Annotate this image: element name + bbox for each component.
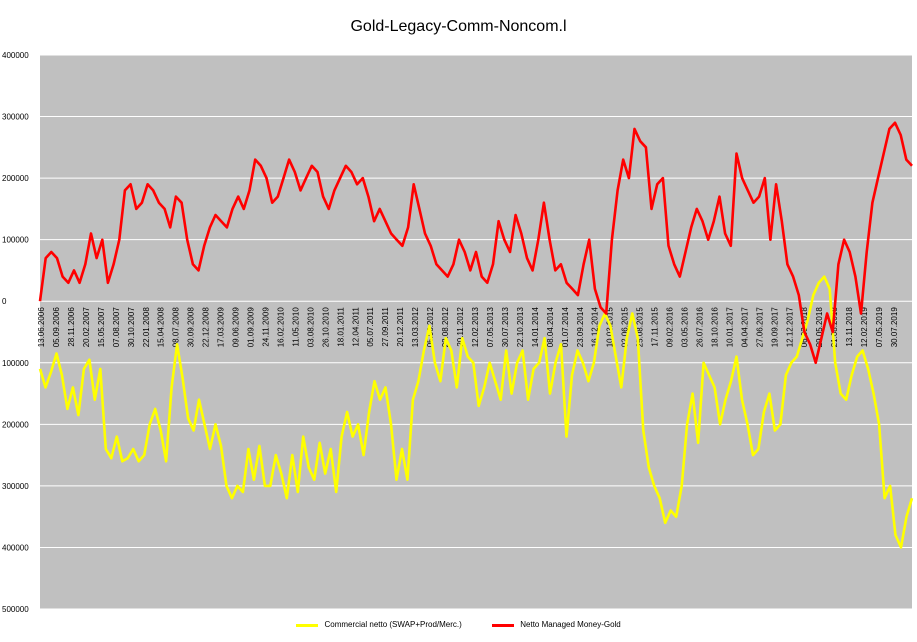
- legend-swatch-commercial: [296, 623, 319, 627]
- y-tick-label: 200000: [2, 174, 29, 183]
- y-axis-ticks: 400000 300000 200000 100000 0 100000 200000 300…: [2, 51, 29, 614]
- x-tick-label: 19.09.2017: [770, 307, 779, 348]
- x-tick-label: 23.09.2014: [576, 307, 585, 348]
- x-tick-label: 28.11.2006: [67, 307, 76, 347]
- x-tick-label: 26.07.2016: [695, 307, 704, 348]
- x-tick-label: 24.11.2009: [261, 307, 270, 347]
- x-tick-label: 16.12.2014: [591, 307, 600, 348]
- y-tick-label: 0: [2, 297, 7, 306]
- x-tick-label: 04.04.2017: [740, 307, 749, 348]
- x-tick-label: 20.11.2012: [456, 307, 465, 347]
- y-tick-label: 100000: [2, 236, 29, 245]
- x-tick-label: 20.02.2007: [82, 307, 91, 348]
- x-tick-label: 16.02.2010: [276, 307, 285, 348]
- chart-title: Gold-Legacy-Comm-Noncom.l: [350, 18, 567, 35]
- series-line-managed-money: [38, 121, 913, 365]
- y-tick-label: 200000: [2, 420, 29, 429]
- x-tick-label: 05.07.2011: [366, 307, 375, 347]
- x-tick-label: 30.10.2007: [127, 307, 136, 348]
- x-tick-label: 28.08.2012: [441, 307, 450, 348]
- x-tick-label: 29.05.2018: [815, 307, 824, 348]
- legend-item-commercial: Commercial netto (SWAP+Prod/Merc.): [296, 620, 462, 629]
- y-tick-label: 300000: [2, 113, 29, 122]
- x-tick-label: 15.04.2008: [157, 307, 166, 348]
- x-tick-label: 17.11.2015: [651, 307, 660, 347]
- x-tick-label: 12.02.2013: [471, 307, 480, 348]
- series-line-commercial: [38, 275, 914, 549]
- x-tick-label: 13.06.2006: [37, 307, 46, 348]
- y-tick-label: 500000: [2, 605, 29, 614]
- series-lines: [38, 121, 914, 549]
- x-tick-label: 02.06.2015: [621, 307, 630, 348]
- x-tick-label: 11.05.2010: [291, 307, 300, 347]
- x-tick-label: 27.09.2011: [381, 307, 390, 347]
- x-tick-label: 10.01.2017: [725, 307, 734, 348]
- legend-swatch-managed-money: [492, 623, 515, 627]
- plot-area: [40, 55, 912, 609]
- x-tick-label: 30.07.2013: [501, 307, 510, 348]
- legend-item-managed-money: Netto Managed Money-Gold: [492, 620, 621, 629]
- legend-label-managed-money: Netto Managed Money-Gold: [520, 620, 621, 630]
- x-tick-label: 30.07.2019: [890, 307, 899, 348]
- x-tick-label: 15.05.2007: [97, 307, 106, 348]
- y-tick-label: 400000: [2, 543, 29, 552]
- x-tick-label: 14.01.2014: [531, 307, 540, 348]
- x-tick-label: 09.06.2009: [232, 307, 241, 348]
- x-tick-label: 12.12.2017: [785, 307, 794, 348]
- x-tick-label: 22.01.2008: [142, 307, 151, 348]
- x-tick-label: 18.01.2011: [336, 307, 345, 347]
- x-tick-label: 26.10.2010: [321, 307, 330, 348]
- x-tick-label: 01.09.2009: [247, 307, 256, 348]
- x-tick-label: 13.11.2018: [845, 307, 854, 347]
- legend: Commercial netto (SWAP+Prod/Merc.) Netto…: [0, 620, 917, 629]
- x-tick-label: 30.09.2008: [187, 307, 196, 348]
- x-tick-label: 27.06.2017: [755, 307, 764, 348]
- x-tick-label: 18.10.2016: [710, 307, 719, 348]
- x-tick-label: 17.03.2009: [217, 307, 226, 348]
- x-tick-label: 20.12.2011: [396, 307, 405, 347]
- x-tick-label: 01.07.2014: [561, 307, 570, 348]
- legend-label-commercial: Commercial netto (SWAP+Prod/Merc.): [324, 620, 462, 630]
- x-tick-label: 03.08.2010: [306, 307, 315, 348]
- y-tick-label: 400000: [2, 51, 29, 60]
- x-tick-label: 08.07.2008: [172, 307, 181, 348]
- x-tick-label: 08.04.2014: [546, 307, 555, 348]
- y-tick-label: 100000: [2, 359, 29, 368]
- x-tick-label: 21.08.2018: [830, 307, 839, 348]
- x-tick-label: 09.02.2016: [666, 307, 675, 348]
- x-tick-label: 03.05.2016: [681, 307, 690, 348]
- x-tick-label: 22.12.2008: [202, 307, 211, 348]
- x-tick-label: 22.10.2013: [516, 307, 525, 348]
- x-tick-label: 25.08.2015: [636, 307, 645, 348]
- x-tick-label: 12.02.2019: [860, 307, 869, 348]
- x-tick-label: 07.08.2007: [112, 307, 121, 348]
- x-tick-label: 12.04.2011: [351, 307, 360, 347]
- x-tick-label: 05.09.2006: [52, 307, 61, 348]
- x-tick-label: 13.03.2012: [411, 307, 420, 348]
- x-tick-label: 07.05.2019: [875, 307, 884, 348]
- x-tick-label: 07.05.2013: [486, 307, 495, 348]
- gridlines: [40, 54, 912, 610]
- y-tick-label: 300000: [2, 482, 29, 491]
